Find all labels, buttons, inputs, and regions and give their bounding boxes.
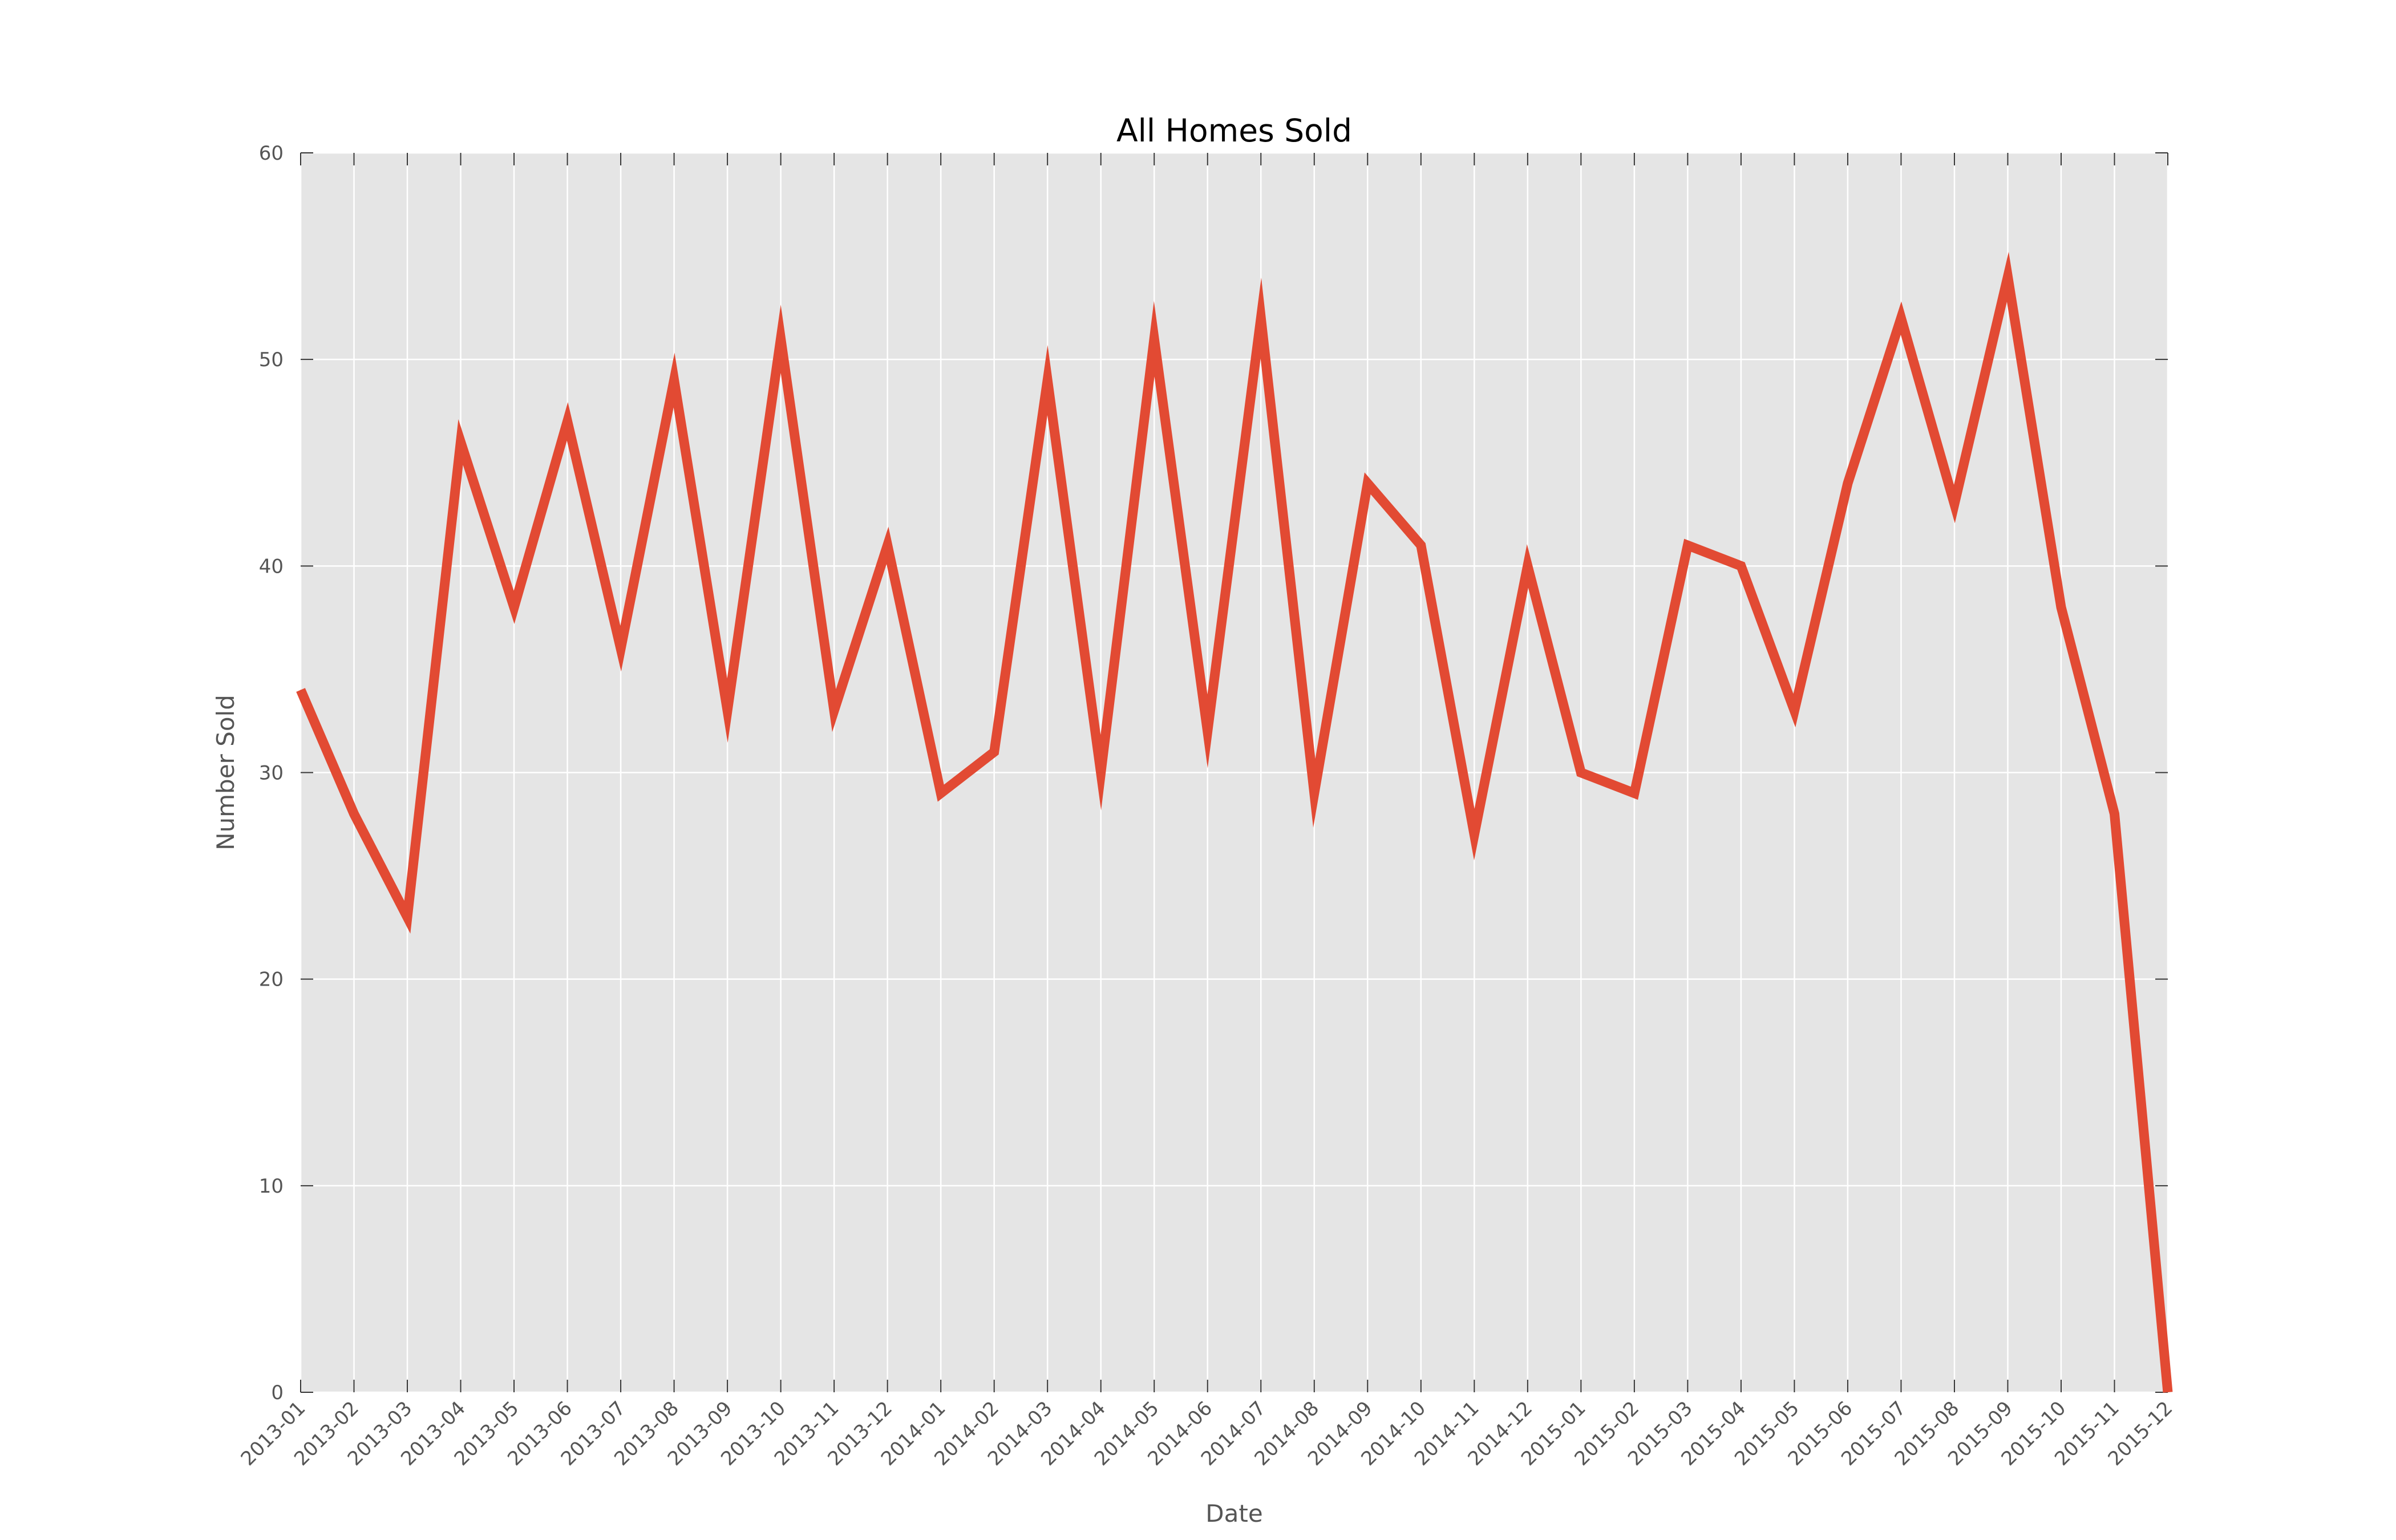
data-point (460, 441, 462, 443)
data-point (1420, 545, 1422, 546)
y-tick-labels: 0 10 20 30 40 50 60 (259, 142, 284, 1404)
y-tick-label: 0 (271, 1381, 284, 1404)
data-point (1100, 772, 1102, 773)
data-point (1154, 338, 1155, 339)
gridlines (300, 152, 2169, 1393)
x-tick-labels: 2013-012013-022013-032013-042013-052013-… (237, 1397, 2178, 1470)
data-point (1847, 483, 1848, 484)
y-tick-label: 30 (259, 762, 284, 785)
series-lines (296, 252, 2173, 1393)
axis-ticks (300, 152, 2168, 1393)
data-point (887, 545, 888, 546)
data-point (727, 710, 728, 711)
x-axis-label: Date (1205, 1500, 1262, 1527)
chart-title: All Homes Sold (1116, 112, 1352, 149)
data-point (1367, 483, 1368, 484)
y-tick-label: 10 (259, 1175, 284, 1198)
y-tick-label: 60 (259, 142, 284, 165)
y-tick-label: 20 (259, 968, 284, 991)
series-line (296, 252, 2173, 1393)
data-point (833, 710, 835, 711)
y-tick-label: 50 (259, 348, 284, 371)
data-point (1687, 545, 1688, 546)
y-tick-label: 40 (259, 555, 284, 578)
data-point (1474, 834, 1475, 835)
data-point (1207, 731, 1208, 732)
data-point (407, 917, 408, 918)
data-point (780, 338, 782, 339)
y-axis-label: Number Sold (212, 695, 240, 850)
data-point (2114, 813, 2115, 814)
data-point (567, 421, 568, 422)
data-point (1794, 710, 1795, 711)
